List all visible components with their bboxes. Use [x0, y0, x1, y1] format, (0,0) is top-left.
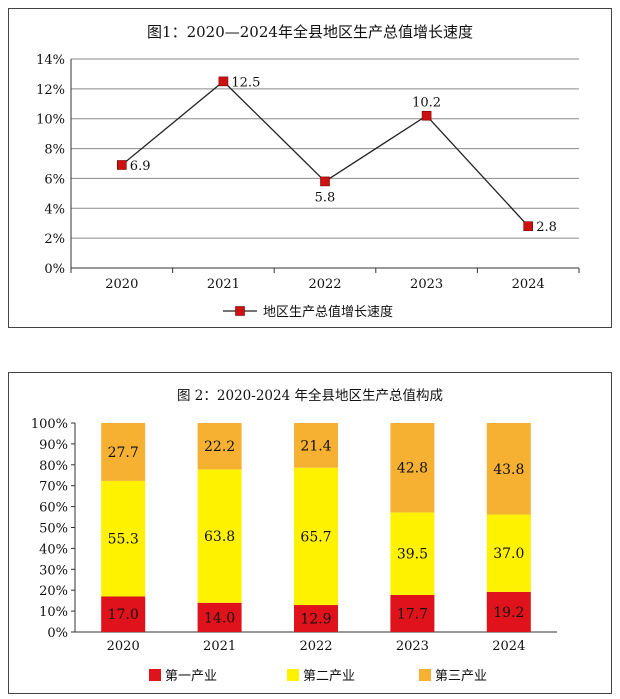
bar-value-label: 17.7	[397, 607, 428, 623]
bar-segment	[294, 605, 338, 632]
data-label: 6.9	[130, 159, 151, 174]
data-point-marker	[523, 221, 534, 231]
bar-segment	[101, 480, 146, 597]
y-tick-label: 2%	[44, 232, 65, 247]
chart2-title: 图 2：2020-2024 年全县地区生产总值构成	[177, 388, 443, 404]
legend-label: 第三产业	[435, 669, 487, 684]
data-label: 10.2	[412, 96, 441, 111]
bar-value-label: 65.7	[300, 529, 331, 545]
x-tick-label: 2024	[492, 639, 525, 654]
legend-swatch	[419, 669, 431, 681]
stacked-bar-chart-svg: 0% 10% 20% 30% 40% 50% 60% 70% 80% 90% 100% 17.0 55.…	[31, 417, 557, 684]
legend-label: 地区生产总值增长速度	[263, 304, 393, 320]
legend-swatch	[149, 669, 161, 681]
y-tick-label: 0%	[44, 262, 65, 277]
bar-value-label: 55.3	[108, 532, 139, 548]
bar-value-label: 21.4	[300, 438, 331, 454]
line-chart-svg: 0% 2% 4% 6% 8% 10% 12% 14% 2020 2021 2022 2023 2024 6…	[36, 53, 580, 320]
gdp-composition-chart-panel: 图 2：2020-2024 年全县地区生产总值构成 0% 10% 20% 30% 40%…	[8, 372, 612, 694]
x-tick-label: 2020	[107, 639, 140, 654]
bar-value-label: 39.5	[397, 547, 428, 563]
bar-segment	[486, 591, 531, 632]
x-tick-label: 2020	[105, 277, 138, 292]
x-tick-label: 2022	[308, 277, 341, 292]
y-tick-label: 40%	[39, 542, 68, 557]
y-tick-label: 6%	[44, 172, 65, 187]
bar-value-label: 14.0	[204, 610, 235, 626]
bar-value-label: 37.0	[493, 546, 524, 562]
y-tick-label: 90%	[39, 438, 68, 453]
y-tick-label: 100%	[31, 417, 68, 432]
x-tick-label: 2021	[203, 639, 236, 654]
y-tick-label: 8%	[44, 143, 65, 158]
y-tick-label: 50%	[39, 522, 68, 537]
bar-segment	[197, 602, 242, 632]
x-tick-label: 2022	[299, 639, 332, 654]
y-tick-label: 10%	[39, 605, 68, 620]
bar-segment	[197, 423, 242, 470]
data-label: 2.8	[536, 220, 557, 235]
legend-swatch	[287, 669, 299, 681]
bar-segment	[197, 469, 242, 603]
y-tick-label: 0%	[47, 626, 68, 641]
y-tick-label: 20%	[39, 584, 68, 599]
y-tick-label: 10%	[36, 113, 65, 128]
bar-segment	[101, 423, 146, 481]
bar-value-label: 27.7	[108, 445, 139, 461]
x-tick-label: 2023	[410, 277, 443, 292]
bar-value-label: 17.0	[108, 607, 139, 623]
data-point-marker	[421, 110, 432, 121]
data-point-marker	[320, 176, 330, 187]
y-tick-label: 60%	[39, 501, 68, 516]
legend-label: 第一产业	[165, 669, 217, 684]
bar-segment	[390, 512, 435, 596]
chart1-title: 图1：2020—2024年全县地区生产总值增长速度	[147, 23, 473, 41]
data-point-marker	[117, 160, 127, 170]
bar-value-label: 63.8	[204, 529, 235, 545]
legend-marker	[235, 306, 245, 316]
y-tick-label: 4%	[44, 202, 65, 217]
x-tick-label: 2023	[396, 639, 429, 654]
x-tick-label: 2021	[207, 277, 240, 292]
bar-value-label: 22.2	[204, 439, 235, 455]
y-tick-label: 14%	[36, 53, 65, 68]
bar-value-label: 12.9	[300, 612, 331, 628]
y-tick-label: 12%	[36, 83, 65, 98]
x-tick-label: 2024	[512, 277, 545, 292]
growth-rate-chart-panel: 图1：2020—2024年全县地区生产总值增长速度 0% 2% 4% 6% 8% 10% 1…	[8, 8, 612, 328]
bar-segment	[486, 423, 531, 515]
bar-value-label: 42.8	[397, 461, 428, 477]
data-label: 12.5	[231, 75, 260, 90]
y-tick-label: 30%	[39, 563, 68, 578]
data-point-marker	[218, 76, 229, 87]
bar-segment	[294, 423, 338, 468]
bar-segment	[390, 595, 435, 632]
bar-value-label: 43.8	[493, 462, 524, 478]
bar-segment	[101, 596, 146, 632]
data-label: 5.8	[315, 190, 336, 205]
y-tick-label: 70%	[39, 480, 68, 495]
bar-segment	[294, 467, 338, 606]
legend-label: 第二产业	[303, 669, 355, 684]
bar-segment	[390, 423, 435, 513]
bar-value-label: 19.2	[493, 605, 524, 621]
y-tick-label: 80%	[39, 459, 68, 474]
bar-segment	[486, 514, 531, 592]
